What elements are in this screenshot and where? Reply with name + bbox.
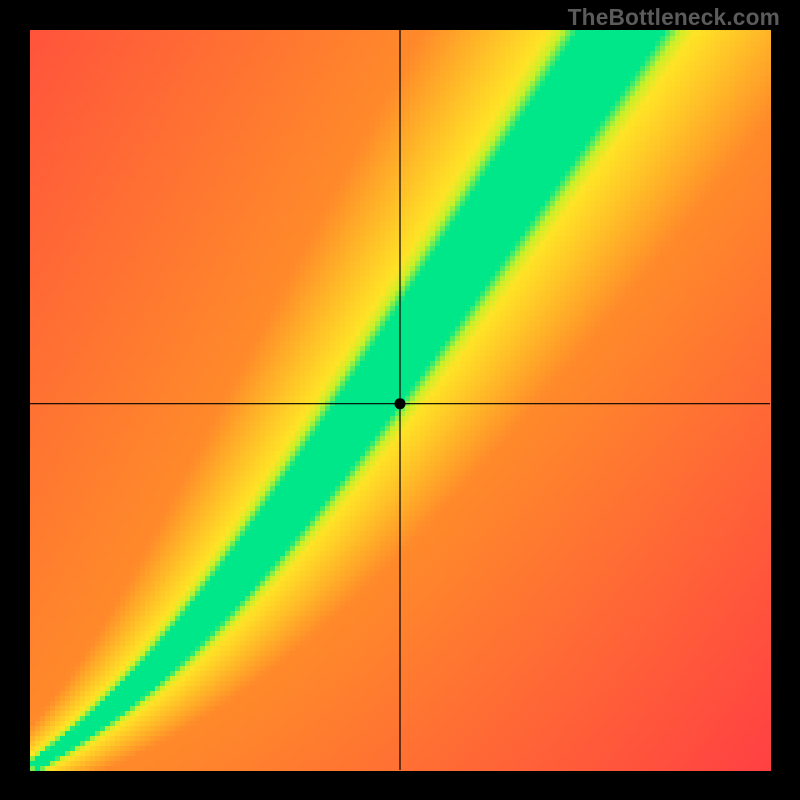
- data-point-marker: [0, 0, 800, 800]
- watermark-label: TheBottleneck.com: [568, 4, 780, 31]
